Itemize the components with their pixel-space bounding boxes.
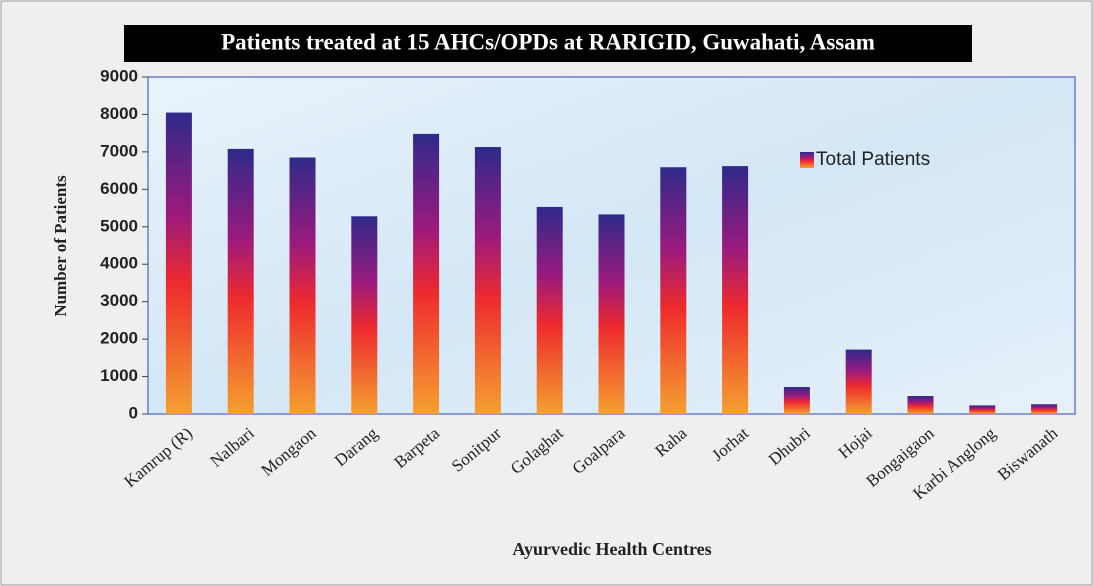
title-box	[124, 25, 972, 62]
legend-swatch	[800, 152, 814, 168]
bar	[969, 405, 996, 414]
bar	[289, 157, 316, 414]
chart-title: Patients treated at 15 AHCs/OPDs at RARI…	[221, 29, 875, 54]
bar	[165, 112, 192, 415]
bar	[351, 216, 378, 414]
bar	[536, 206, 563, 414]
bar	[474, 147, 501, 414]
legend-label: Total Patients	[816, 149, 930, 170]
y-tick-label: 5000	[100, 216, 138, 235]
bar	[1031, 404, 1058, 414]
bar	[783, 387, 810, 414]
y-tick-label: 4000	[100, 254, 138, 273]
bar	[722, 166, 749, 414]
y-tick-label: 3000	[100, 291, 138, 310]
bar	[598, 214, 625, 414]
bar	[845, 349, 872, 414]
y-tick-label: 7000	[100, 141, 138, 160]
y-tick-label: 0	[129, 403, 138, 422]
y-tick-label: 9000	[100, 66, 138, 85]
y-tick-label: 2000	[100, 329, 138, 348]
y-tick-label: 1000	[100, 366, 138, 385]
bar	[660, 167, 687, 414]
bar	[907, 396, 934, 414]
y-tick-label: 8000	[100, 104, 138, 123]
y-tick-label: 6000	[100, 179, 138, 198]
y-axis-label: Number of Patients	[51, 175, 70, 317]
bar	[413, 133, 440, 414]
x-axis-label: Ayurvedic Health Centres	[512, 539, 711, 559]
bar	[227, 148, 254, 415]
